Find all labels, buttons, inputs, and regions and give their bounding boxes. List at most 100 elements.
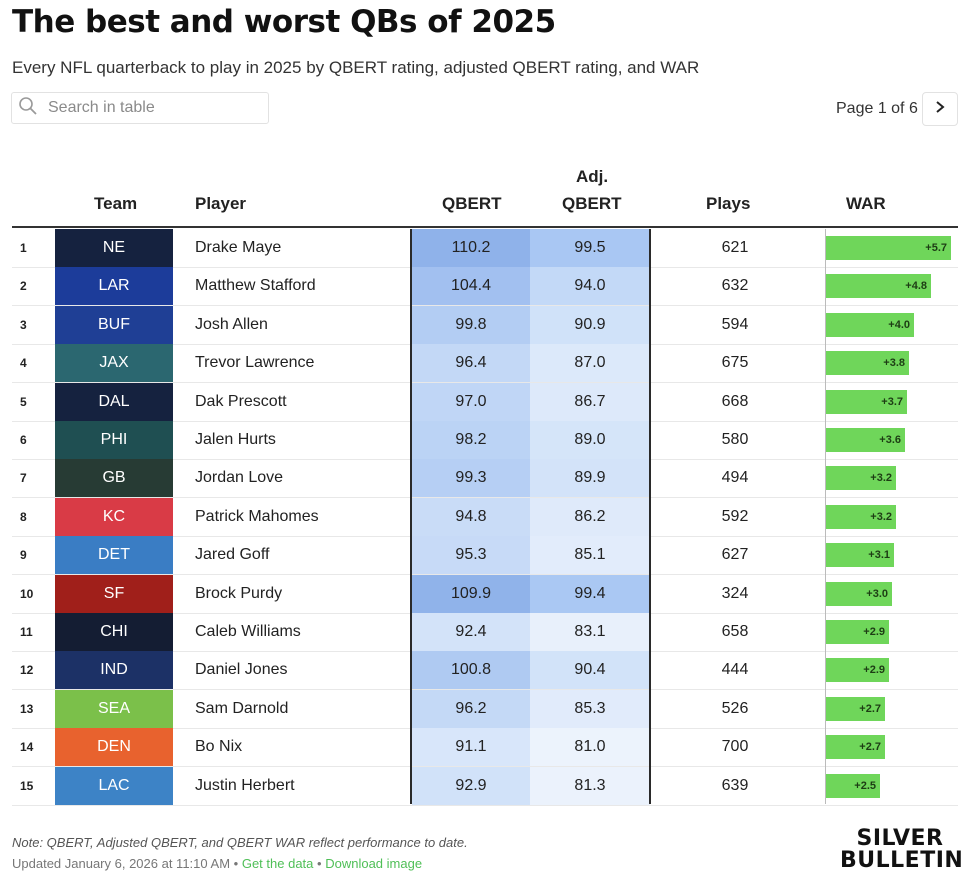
qbert-cell: 99.8 bbox=[412, 305, 530, 344]
qbert-cell: 92.4 bbox=[412, 613, 530, 651]
rank-cell: 14 bbox=[20, 740, 34, 755]
rank-cell: 4 bbox=[20, 356, 27, 371]
player-cell: Brock Purdy bbox=[195, 584, 283, 602]
war-cell: +4.0 bbox=[825, 306, 958, 344]
war-cell: +5.7 bbox=[825, 229, 958, 267]
table-row: 7 GB Jordan Love 99.3 89.9 494 +3.2 bbox=[12, 459, 958, 499]
war-bar: +3.0 bbox=[825, 581, 892, 606]
table-row: 5 DAL Dak Prescott 97.0 86.7 668 +3.7 bbox=[12, 382, 958, 422]
col-header-war[interactable]: WAR bbox=[846, 194, 886, 213]
table-row: 15 LAC Justin Herbert 92.9 81.3 639 +2.5 bbox=[12, 766, 958, 806]
player-cell: Josh Allen bbox=[195, 315, 268, 333]
brand-line-1: SILVER bbox=[856, 826, 944, 851]
get-data-link[interactable]: Get the data bbox=[241, 856, 314, 871]
rank-cell: 12 bbox=[20, 663, 34, 678]
plays-cell: 580 bbox=[721, 431, 749, 448]
header-divider bbox=[12, 226, 958, 228]
war-cell: +3.6 bbox=[825, 421, 958, 459]
plays-cell: 494 bbox=[721, 469, 749, 487]
adj-qbert-cell: 81.0 bbox=[530, 728, 650, 767]
player-cell: Patrick Mahomes bbox=[195, 507, 319, 525]
table-row: 12 IND Daniel Jones 100.8 90.4 444 +2.9 bbox=[12, 651, 958, 691]
plays-cell: 444 bbox=[721, 661, 749, 679]
team-cell: KC bbox=[55, 497, 173, 536]
war-axis bbox=[825, 229, 826, 804]
table-row: 4 JAX Trevor Lawrence 96.4 87.0 675 +3.8 bbox=[12, 344, 958, 384]
rank-cell: 3 bbox=[20, 317, 27, 332]
war-bar: +2.7 bbox=[825, 735, 885, 760]
team-cell: SF bbox=[55, 574, 173, 613]
war-cell: +3.8 bbox=[825, 344, 958, 382]
page-subtitle: Every NFL quarterback to play in 2025 by… bbox=[12, 58, 700, 77]
plays-cell: 668 bbox=[721, 392, 749, 410]
col-header-adj-line2[interactable]: QBERT bbox=[562, 194, 622, 213]
player-cell: Jalen Hurts bbox=[195, 431, 276, 448]
plays-cell: 700 bbox=[721, 738, 749, 756]
next-page-button[interactable] bbox=[922, 92, 958, 126]
war-cell: +3.1 bbox=[825, 536, 958, 574]
player-cell: Drake Maye bbox=[195, 239, 282, 256]
team-cell: DEN bbox=[55, 728, 173, 767]
brand-logo: SILVER BULLETIN bbox=[840, 826, 964, 873]
rank-cell: 1 bbox=[20, 241, 27, 255]
table-row: 3 BUF Josh Allen 99.8 90.9 594 +4.0 bbox=[12, 305, 958, 345]
rank-cell: 15 bbox=[20, 778, 34, 793]
table-row: 13 SEA Sam Darnold 96.2 85.3 526 +2.7 bbox=[12, 689, 958, 729]
qbert-cell: 100.8 bbox=[412, 651, 530, 690]
adj-qbert-cell: 87.0 bbox=[530, 344, 650, 383]
table-row: 11 CHI Caleb Williams 92.4 83.1 658 +2.9 bbox=[12, 613, 958, 652]
page-title: The best and worst QBs of 2025 bbox=[12, 4, 556, 40]
col-header-team[interactable]: Team bbox=[94, 194, 138, 213]
qbert-cell: 96.2 bbox=[412, 689, 530, 728]
team-cell: PHI bbox=[55, 421, 173, 459]
page-indicator: Page 1 of 6 bbox=[836, 100, 918, 117]
search-box[interactable] bbox=[11, 92, 269, 124]
war-bar: +2.5 bbox=[825, 773, 880, 798]
col-header-adj-line1[interactable]: Adj. bbox=[576, 167, 609, 186]
rank-cell: 6 bbox=[20, 433, 27, 447]
player-cell: Matthew Stafford bbox=[195, 277, 316, 295]
player-cell: Justin Herbert bbox=[195, 776, 295, 794]
team-cell: GB bbox=[55, 459, 173, 498]
adj-qbert-cell: 89.0 bbox=[530, 421, 650, 459]
war-bar: +4.0 bbox=[825, 312, 914, 337]
war-bar: +3.8 bbox=[825, 351, 909, 376]
qbert-cell: 110.2 bbox=[412, 229, 530, 267]
rank-cell: 11 bbox=[20, 625, 33, 639]
war-bar: +2.7 bbox=[825, 696, 885, 721]
war-bar: +3.6 bbox=[825, 428, 905, 452]
player-cell: Dak Prescott bbox=[195, 392, 287, 410]
plays-cell: 592 bbox=[721, 507, 749, 525]
war-cell: +3.2 bbox=[825, 459, 958, 497]
row-divider bbox=[12, 804, 958, 806]
qbert-cell: 98.2 bbox=[412, 421, 530, 459]
chevron-right-icon bbox=[934, 100, 946, 119]
rank-cell: 2 bbox=[20, 279, 27, 294]
col-header-qbert[interactable]: QBERT bbox=[442, 194, 502, 213]
qbert-cell: 96.4 bbox=[412, 344, 530, 383]
war-bar: +2.9 bbox=[825, 658, 889, 683]
team-cell: NE bbox=[55, 229, 173, 267]
table-row: 10 SF Brock Purdy 109.9 99.4 324 +3.0 bbox=[12, 574, 958, 614]
adj-qbert-cell: 90.9 bbox=[530, 305, 650, 344]
war-cell: +3.0 bbox=[825, 575, 958, 613]
plays-cell: 526 bbox=[721, 699, 749, 717]
col-header-player[interactable]: Player bbox=[195, 194, 247, 213]
adj-qbert-cell: 85.3 bbox=[530, 689, 650, 728]
col-header-plays[interactable]: Plays bbox=[706, 194, 751, 213]
war-bar: +3.1 bbox=[825, 543, 894, 568]
adj-qbert-cell: 90.4 bbox=[530, 651, 650, 690]
war-bar: +3.7 bbox=[825, 389, 907, 414]
brand-line-2: BULLETIN bbox=[840, 848, 964, 873]
war-bar: +5.7 bbox=[825, 236, 951, 260]
download-image-link[interactable]: Download image bbox=[325, 856, 423, 871]
search-input[interactable] bbox=[46, 98, 260, 118]
team-cell: BUF bbox=[55, 305, 173, 344]
war-cell: +2.9 bbox=[825, 651, 958, 689]
war-cell: +2.7 bbox=[825, 690, 958, 728]
plays-cell: 324 bbox=[721, 584, 749, 602]
player-cell: Jared Goff bbox=[195, 546, 270, 564]
qbert-cell: 91.1 bbox=[412, 728, 530, 767]
table-row: 1 NE Drake Maye 110.2 99.5 621 +5.7 bbox=[12, 229, 958, 268]
war-cell: +4.8 bbox=[825, 267, 958, 305]
